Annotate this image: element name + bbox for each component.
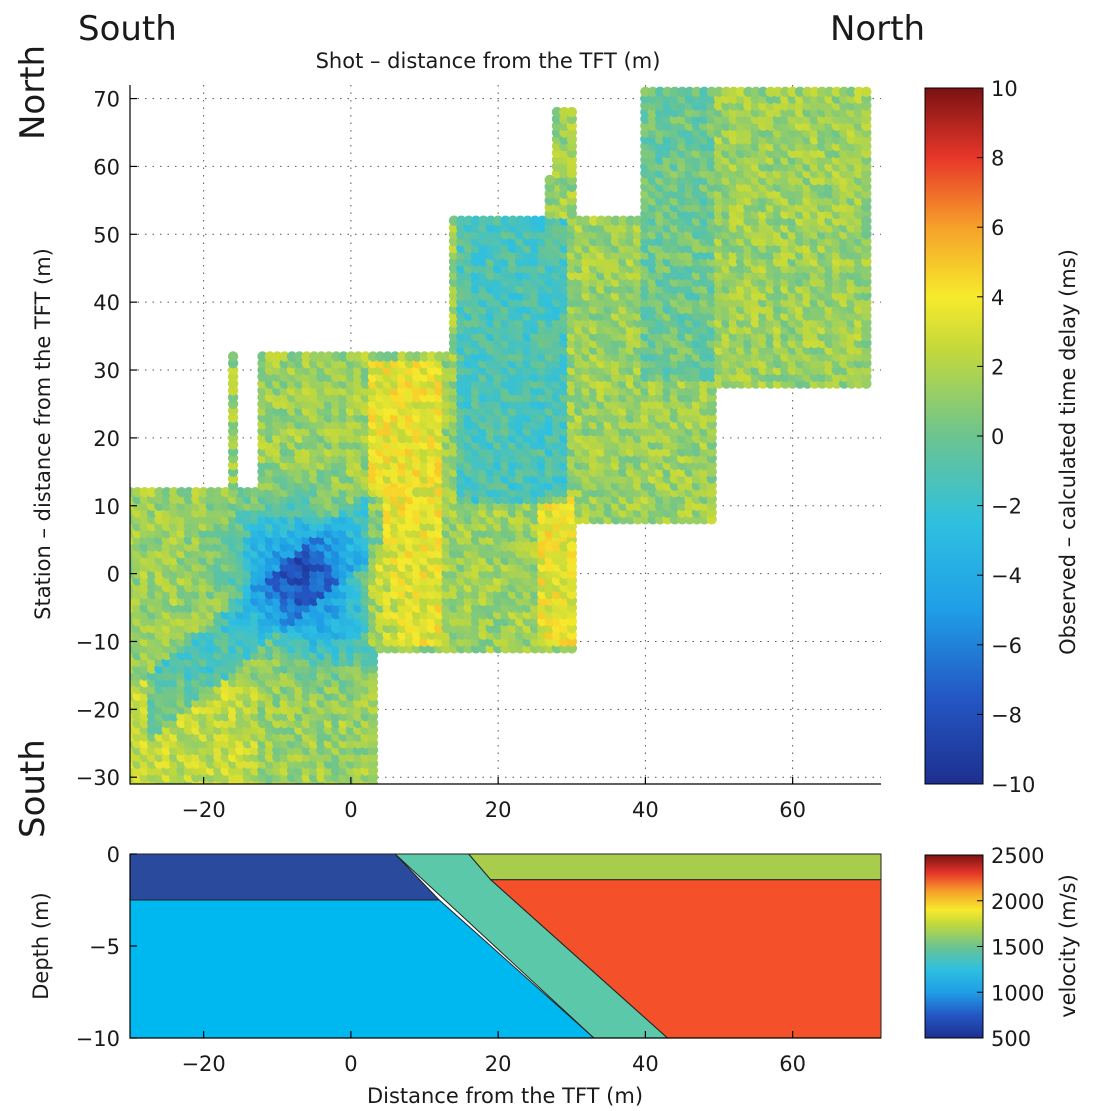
residual-dot — [323, 351, 334, 362]
residual-dot — [338, 351, 349, 362]
residual-dot — [286, 351, 298, 362]
corner-label-south-left: South — [13, 739, 53, 838]
residual-dot — [227, 351, 239, 362]
top-y-axis-title: Station – distance from the TFT (m) — [31, 248, 55, 620]
residual-dot — [434, 351, 445, 362]
residual-dot — [404, 351, 415, 362]
residual-dot — [272, 351, 283, 362]
residual-dot — [485, 215, 496, 226]
residual-dot — [426, 351, 438, 362]
residual-dot — [389, 487, 401, 498]
residual-dot — [404, 487, 415, 498]
residual-dot — [146, 487, 158, 498]
residual-dot — [411, 487, 423, 498]
top-x-axis-title: Shot – distance from the TFT (m) — [316, 49, 661, 73]
residual-dot — [382, 351, 393, 362]
residual-dot — [132, 487, 143, 498]
residual-dot — [360, 351, 371, 362]
residual-dot — [515, 215, 526, 226]
residual-dot — [448, 215, 460, 226]
residual-dot — [456, 215, 467, 226]
residual-dot — [316, 351, 327, 362]
corner-label-south-top: South — [78, 9, 177, 49]
residual-dot — [353, 351, 364, 362]
residual-dot — [367, 351, 379, 362]
residual-dot — [250, 487, 261, 498]
corner-label-north-left: North — [13, 45, 53, 140]
residual-dot — [308, 351, 320, 362]
residual-dot — [522, 215, 533, 226]
residual-dot — [434, 487, 445, 498]
residual-dot — [411, 351, 423, 362]
residual-dot — [397, 487, 408, 498]
residual-dot — [279, 351, 290, 362]
residual-dot — [169, 487, 180, 498]
residual-scatter-panel: Shot – distance from the TFT (m) Station… — [31, 49, 881, 822]
residual-dot — [463, 215, 474, 226]
corner-label-north-top: North — [830, 9, 925, 49]
residual-dot — [294, 351, 305, 362]
residual-dot — [419, 351, 430, 362]
residual-dot — [441, 351, 452, 362]
residual-dot — [500, 215, 511, 226]
residual-dot — [198, 487, 209, 498]
residual-dot — [478, 215, 489, 226]
residual-dot — [419, 487, 430, 498]
residual-dot — [220, 487, 231, 498]
residual-dots — [130, 86, 872, 784]
residual-dot — [154, 487, 165, 498]
residual-dot — [257, 351, 268, 362]
residual-dot — [183, 487, 195, 498]
residual-dot — [331, 351, 342, 362]
residual-dot — [375, 351, 386, 362]
residual-dot — [507, 215, 519, 226]
residual-dot — [301, 351, 312, 362]
residual-dot — [397, 351, 408, 362]
residual-dot — [389, 351, 401, 362]
residual-dot — [161, 487, 172, 498]
residual-dot — [345, 351, 357, 362]
residual-dot — [205, 487, 217, 498]
residual-dot — [213, 487, 224, 498]
residual-dot — [176, 487, 187, 498]
residual-dot — [441, 487, 452, 498]
residual-dot — [492, 215, 504, 226]
residual-dot — [235, 487, 246, 498]
residual-dot — [139, 487, 150, 498]
residual-dot — [382, 487, 393, 498]
residual-dot — [264, 351, 276, 362]
residual-dot — [242, 487, 253, 498]
residual-dot — [470, 215, 482, 226]
residual-dot — [191, 487, 202, 498]
residual-dot — [426, 487, 438, 498]
